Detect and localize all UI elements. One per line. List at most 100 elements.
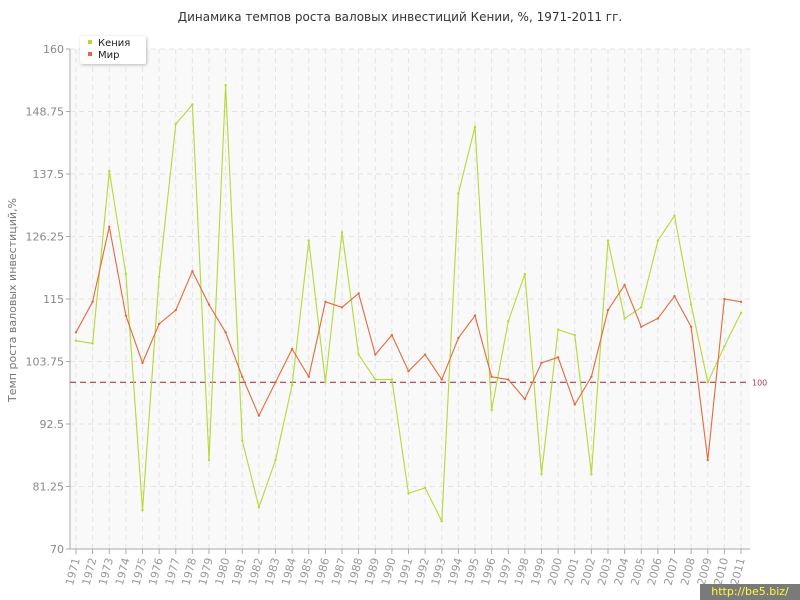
data-point-world-1980 — [224, 331, 227, 334]
data-point-kenya-2007 — [673, 214, 676, 217]
data-point-kenya-1993 — [440, 520, 443, 523]
data-point-world-2005 — [640, 325, 643, 328]
y-tick-label: 126.25 — [26, 231, 65, 244]
data-point-world-2009 — [706, 458, 709, 462]
data-point-kenya-2004 — [623, 317, 626, 320]
data-point-world-1991 — [407, 370, 410, 373]
data-point-kenya-1987 — [340, 231, 344, 234]
data-point-world-1990 — [390, 333, 394, 337]
data-point-world-1975 — [141, 361, 144, 365]
data-point-kenya-1981 — [241, 439, 244, 442]
data-point-world-2002 — [590, 375, 593, 378]
data-point-kenya-1992 — [423, 486, 427, 490]
reference-line-group: 100 — [70, 378, 767, 387]
plot-area — [70, 49, 750, 549]
data-point-world-1981 — [241, 375, 244, 378]
y-tick-label: 115 — [43, 293, 64, 306]
data-point-kenya-1995 — [473, 125, 477, 128]
y-tick-label: 81.25 — [33, 481, 65, 494]
data-point-kenya-2001 — [573, 333, 576, 337]
data-point-world-1995 — [473, 314, 477, 317]
data-point-kenya-1980 — [224, 83, 227, 87]
legend-swatch-kenya — [88, 40, 92, 44]
data-point-kenya-2009 — [706, 381, 709, 384]
data-point-kenya-1990 — [390, 378, 394, 381]
data-point-world-1988 — [357, 292, 360, 295]
data-point-kenya-2002 — [590, 472, 593, 476]
legend-swatch-world — [88, 52, 92, 56]
data-point-world-2006 — [656, 317, 660, 320]
data-point-world-1985 — [307, 375, 310, 378]
data-point-world-2010 — [723, 297, 726, 301]
x-tick-labels: 1971197219731974197519761977197819791980… — [63, 556, 748, 586]
data-point-world-1977 — [174, 308, 177, 312]
data-point-world-1979 — [207, 303, 211, 306]
data-point-kenya-1978 — [191, 103, 194, 106]
data-point-world-2008 — [689, 325, 693, 328]
data-point-kenya-1998 — [523, 272, 527, 276]
data-point-world-1971 — [74, 331, 78, 334]
legend-label-kenya: Кения — [98, 38, 131, 49]
data-point-kenya-1984 — [290, 383, 294, 387]
data-point-kenya-1994 — [457, 192, 460, 195]
data-point-world-1993 — [440, 378, 443, 381]
legend-item-kenya[interactable]: Кения — [88, 38, 130, 50]
data-point-kenya-2011 — [739, 311, 743, 315]
y-tick-label: 103.75 — [26, 356, 65, 369]
data-point-world-1989 — [374, 353, 377, 356]
watermark[interactable]: http://be5.biz/ — [700, 584, 800, 600]
data-point-world-1997 — [507, 378, 510, 381]
y-tick-label: 92.5 — [40, 418, 65, 431]
data-point-kenya-1989 — [374, 378, 377, 381]
data-point-world-1994 — [457, 336, 460, 340]
data-point-world-1984 — [290, 347, 294, 351]
data-point-kenya-2000 — [556, 328, 560, 331]
data-point-kenya-1977 — [174, 122, 177, 126]
data-point-kenya-1976 — [157, 275, 161, 278]
axes — [66, 48, 750, 550]
data-point-world-1992 — [423, 353, 427, 356]
data-point-world-1986 — [324, 300, 327, 303]
data-point-kenya-2008 — [689, 303, 693, 306]
data-point-kenya-1985 — [307, 239, 310, 242]
data-point-kenya-2003 — [606, 239, 610, 242]
data-point-world-2001 — [573, 403, 576, 406]
data-point-world-1999 — [540, 361, 543, 365]
data-point-kenya-1971 — [74, 339, 78, 342]
data-point-world-1987 — [340, 306, 344, 309]
data-point-kenya-1997 — [507, 320, 510, 323]
data-point-kenya-1986 — [324, 381, 327, 384]
data-point-world-2007 — [673, 295, 676, 298]
y-tick-label: 137.5 — [33, 168, 65, 181]
data-point-world-1983 — [274, 381, 277, 384]
data-point-world-1982 — [257, 414, 261, 417]
data-point-kenya-2005 — [640, 306, 643, 309]
x-tick-label: 2011 — [728, 556, 748, 586]
data-point-kenya-1988 — [357, 353, 360, 356]
data-point-kenya-1974 — [124, 272, 128, 276]
data-point-kenya-1973 — [108, 170, 111, 173]
y-tick-label: 70 — [50, 543, 64, 556]
y-tick-label: 160 — [43, 43, 64, 56]
data-point-kenya-2010 — [723, 345, 726, 348]
data-point-kenya-1983 — [274, 458, 277, 462]
legend[interactable]: Кения Мир — [80, 36, 146, 64]
chart-title: Динамика темпов роста валовых инвестиций… — [177, 10, 623, 24]
y-axis-label: Темп роста валовых инвестиций,% — [6, 198, 19, 403]
y-tick-labels: 70 81.25 92.5 103.75 115 126.25 137.5 148.75 160 — [26, 43, 65, 556]
data-point-kenya-1999 — [540, 472, 543, 476]
data-point-world-1973 — [108, 225, 111, 228]
legend-item-world[interactable]: Мир — [88, 50, 119, 62]
data-point-world-2000 — [556, 356, 560, 359]
legend-label-world: Мир — [98, 50, 120, 61]
data-point-world-1972 — [91, 300, 94, 303]
data-point-kenya-1982 — [257, 506, 261, 509]
data-point-kenya-1991 — [407, 492, 410, 495]
data-point-world-1976 — [157, 322, 161, 326]
data-point-kenya-1996 — [490, 408, 493, 412]
data-point-kenya-2006 — [656, 239, 660, 242]
data-point-world-1978 — [191, 270, 194, 273]
data-point-world-1974 — [124, 314, 128, 317]
data-point-world-2004 — [623, 283, 626, 287]
